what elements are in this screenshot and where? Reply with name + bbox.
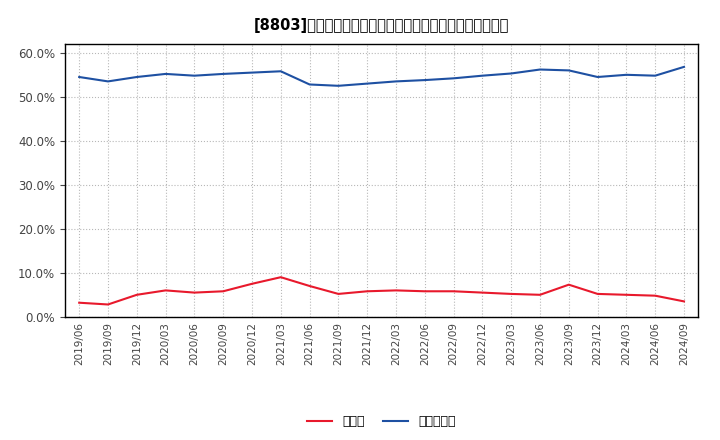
現須金 bbox=[651, 293, 660, 298]
現須金 bbox=[363, 289, 372, 294]
現須金 bbox=[507, 291, 516, 297]
Title: [8803]　現須金、有利子負債の総資産に対する比率の推移: [8803] 現須金、有利子負債の総資産に対する比率の推移 bbox=[254, 18, 509, 33]
現須金 bbox=[305, 283, 314, 289]
現須金 bbox=[104, 302, 112, 307]
現須金 bbox=[680, 299, 688, 304]
現須金 bbox=[392, 288, 400, 293]
有利子負債 bbox=[564, 68, 573, 73]
有利子負債 bbox=[680, 64, 688, 70]
有利子負債 bbox=[334, 83, 343, 88]
有利子負債 bbox=[219, 71, 228, 77]
現須金 bbox=[276, 275, 285, 280]
Legend: 現須金, 有利子負債: 現須金, 有利子負債 bbox=[302, 411, 461, 433]
現須金 bbox=[190, 290, 199, 295]
有利子負債 bbox=[651, 73, 660, 78]
現須金 bbox=[132, 292, 141, 297]
現須金 bbox=[219, 289, 228, 294]
有利子負債 bbox=[593, 74, 602, 80]
Line: 有利子負債: 有利子負債 bbox=[79, 67, 684, 86]
有利子負債 bbox=[248, 70, 256, 75]
有利子負債 bbox=[276, 69, 285, 74]
有利子負債 bbox=[478, 73, 487, 78]
有利子負債 bbox=[392, 79, 400, 84]
有利子負債 bbox=[104, 79, 112, 84]
有利子負債 bbox=[75, 74, 84, 80]
現須金 bbox=[536, 292, 544, 297]
有利子負債 bbox=[363, 81, 372, 86]
現須金 bbox=[161, 288, 170, 293]
有利子負債 bbox=[507, 71, 516, 76]
現須金 bbox=[564, 282, 573, 287]
現須金 bbox=[593, 291, 602, 297]
現須金 bbox=[334, 291, 343, 297]
Line: 現須金: 現須金 bbox=[79, 277, 684, 304]
有利子負債 bbox=[449, 76, 458, 81]
有利子負債 bbox=[536, 67, 544, 72]
有利子負債 bbox=[132, 74, 141, 80]
現須金 bbox=[420, 289, 429, 294]
有利子負債 bbox=[622, 72, 631, 77]
現須金 bbox=[622, 292, 631, 297]
現須金 bbox=[449, 289, 458, 294]
現須金 bbox=[478, 290, 487, 295]
有利子負債 bbox=[420, 77, 429, 83]
有利子負債 bbox=[305, 82, 314, 87]
現須金 bbox=[75, 300, 84, 305]
有利子負債 bbox=[190, 73, 199, 78]
現須金 bbox=[248, 281, 256, 286]
有利子負債 bbox=[161, 71, 170, 77]
